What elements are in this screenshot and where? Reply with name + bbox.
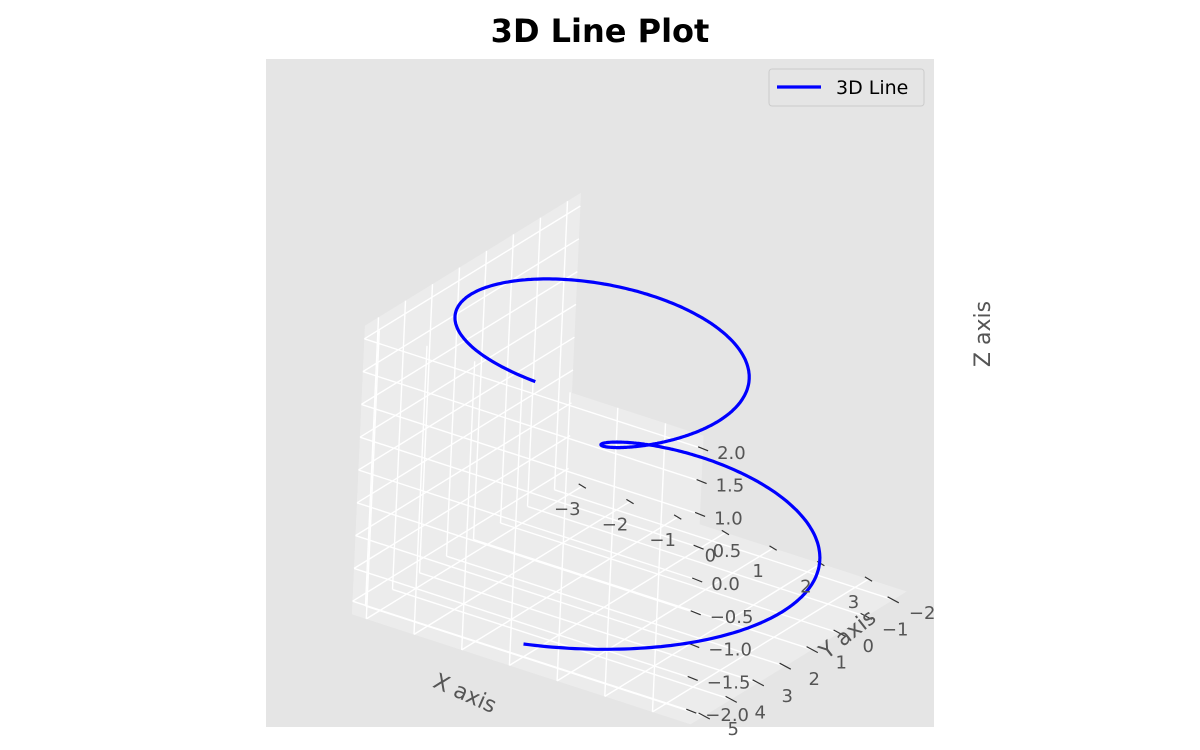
y-tick-mark	[725, 695, 738, 703]
z-tick-label: −2.0	[705, 705, 749, 726]
y-grid-line	[473, 538, 813, 651]
x-grid-line	[365, 485, 583, 620]
x-tick-mark	[769, 545, 778, 551]
y-tick-mark	[887, 596, 900, 604]
x-tick-mark	[578, 483, 587, 489]
x-tick-label: 0	[705, 546, 716, 567]
y-tick-mark	[779, 662, 792, 670]
y-tick-mark	[860, 612, 873, 620]
z-grid-line	[355, 534, 695, 647]
z-grid-line	[359, 436, 699, 548]
x-tick-label: 3	[848, 592, 859, 613]
z-tick-label: 1.5	[716, 476, 745, 497]
z-tick-label: 2.0	[717, 443, 746, 464]
z-grid-line	[358, 469, 698, 581]
y-tick-label: 5	[727, 719, 738, 740]
z-tick-label: 0.0	[711, 574, 740, 595]
z-tick-mark	[693, 544, 704, 550]
z-tick-mark	[688, 643, 700, 649]
y-grid-line	[419, 572, 759, 684]
y-grid-line	[392, 588, 732, 701]
y-tick-label: 0	[862, 636, 873, 657]
x-grid-line	[652, 578, 869, 713]
x-tick-label: 1	[752, 561, 763, 582]
x-tick-label: 2	[800, 577, 811, 598]
x-tick-mark	[626, 498, 634, 505]
z-grid-line	[352, 600, 692, 712]
tick-marks	[578, 446, 900, 720]
x-tick-mark	[673, 514, 682, 520]
z-tick-mark	[697, 446, 709, 452]
y-grid-line	[554, 489, 894, 601]
x-tick-label: −1	[649, 530, 676, 551]
z-tick-label: 0.5	[713, 541, 742, 562]
y-tick-label: 2	[808, 669, 819, 690]
tick-labels: −3−2−10123−2−1012345−2.0−1.5−1.0−0.50.00…	[554, 443, 935, 740]
y-tick-label: 3	[781, 686, 792, 707]
y-tick-label: −1	[882, 619, 909, 640]
z-grid-line	[361, 403, 701, 516]
z-grid-line	[356, 502, 696, 614]
chart-title: 3D Line Plot	[490, 12, 710, 50]
series-line	[453, 277, 822, 651]
z-grid-line	[353, 567, 693, 680]
y-tick-label: −2	[909, 603, 936, 624]
y-grid-line	[500, 522, 840, 634]
x-tick-mark	[721, 529, 730, 536]
x-tick-label: −3	[554, 499, 581, 520]
z-tick-mark	[691, 577, 703, 583]
z-axis-label: Z axis	[971, 301, 996, 367]
series-layer	[453, 277, 822, 651]
z-tick-mark	[687, 675, 698, 681]
x-tick-mark	[864, 576, 873, 582]
z-grid-line	[364, 205, 581, 340]
x-grid-line	[509, 532, 726, 666]
y-tick-label: 1	[835, 653, 846, 674]
z-grid-line	[364, 338, 704, 450]
z-tick-label: −1.0	[708, 640, 752, 661]
x-grid-line	[461, 516, 679, 651]
y-tick-label: 4	[754, 702, 765, 723]
z-tick-mark	[694, 511, 706, 517]
z-tick-mark	[686, 708, 697, 714]
y-tick-mark	[698, 712, 711, 720]
x-tick-label: −2	[602, 515, 629, 536]
z-grid-line	[362, 370, 702, 483]
z-tick-mark	[696, 479, 707, 485]
y-tick-mark	[833, 629, 846, 637]
z-tick-label: 1.0	[714, 508, 743, 529]
y-tick-mark	[752, 679, 765, 687]
legend-box	[768, 68, 925, 107]
legend: 3D Line	[768, 68, 925, 107]
grid-lines	[352, 201, 894, 717]
y-grid-line	[446, 555, 786, 667]
z-tick-mark	[690, 610, 701, 616]
legend-entry-label: 3D Line	[836, 77, 908, 99]
x-grid-line	[556, 547, 774, 682]
x-grid-line	[604, 563, 822, 697]
z-tick-label: −0.5	[710, 607, 754, 628]
y-grid-line	[527, 505, 867, 618]
y-tick-mark	[806, 646, 819, 654]
x-grid-line	[413, 501, 631, 635]
z-tick-label: −1.5	[707, 672, 751, 693]
